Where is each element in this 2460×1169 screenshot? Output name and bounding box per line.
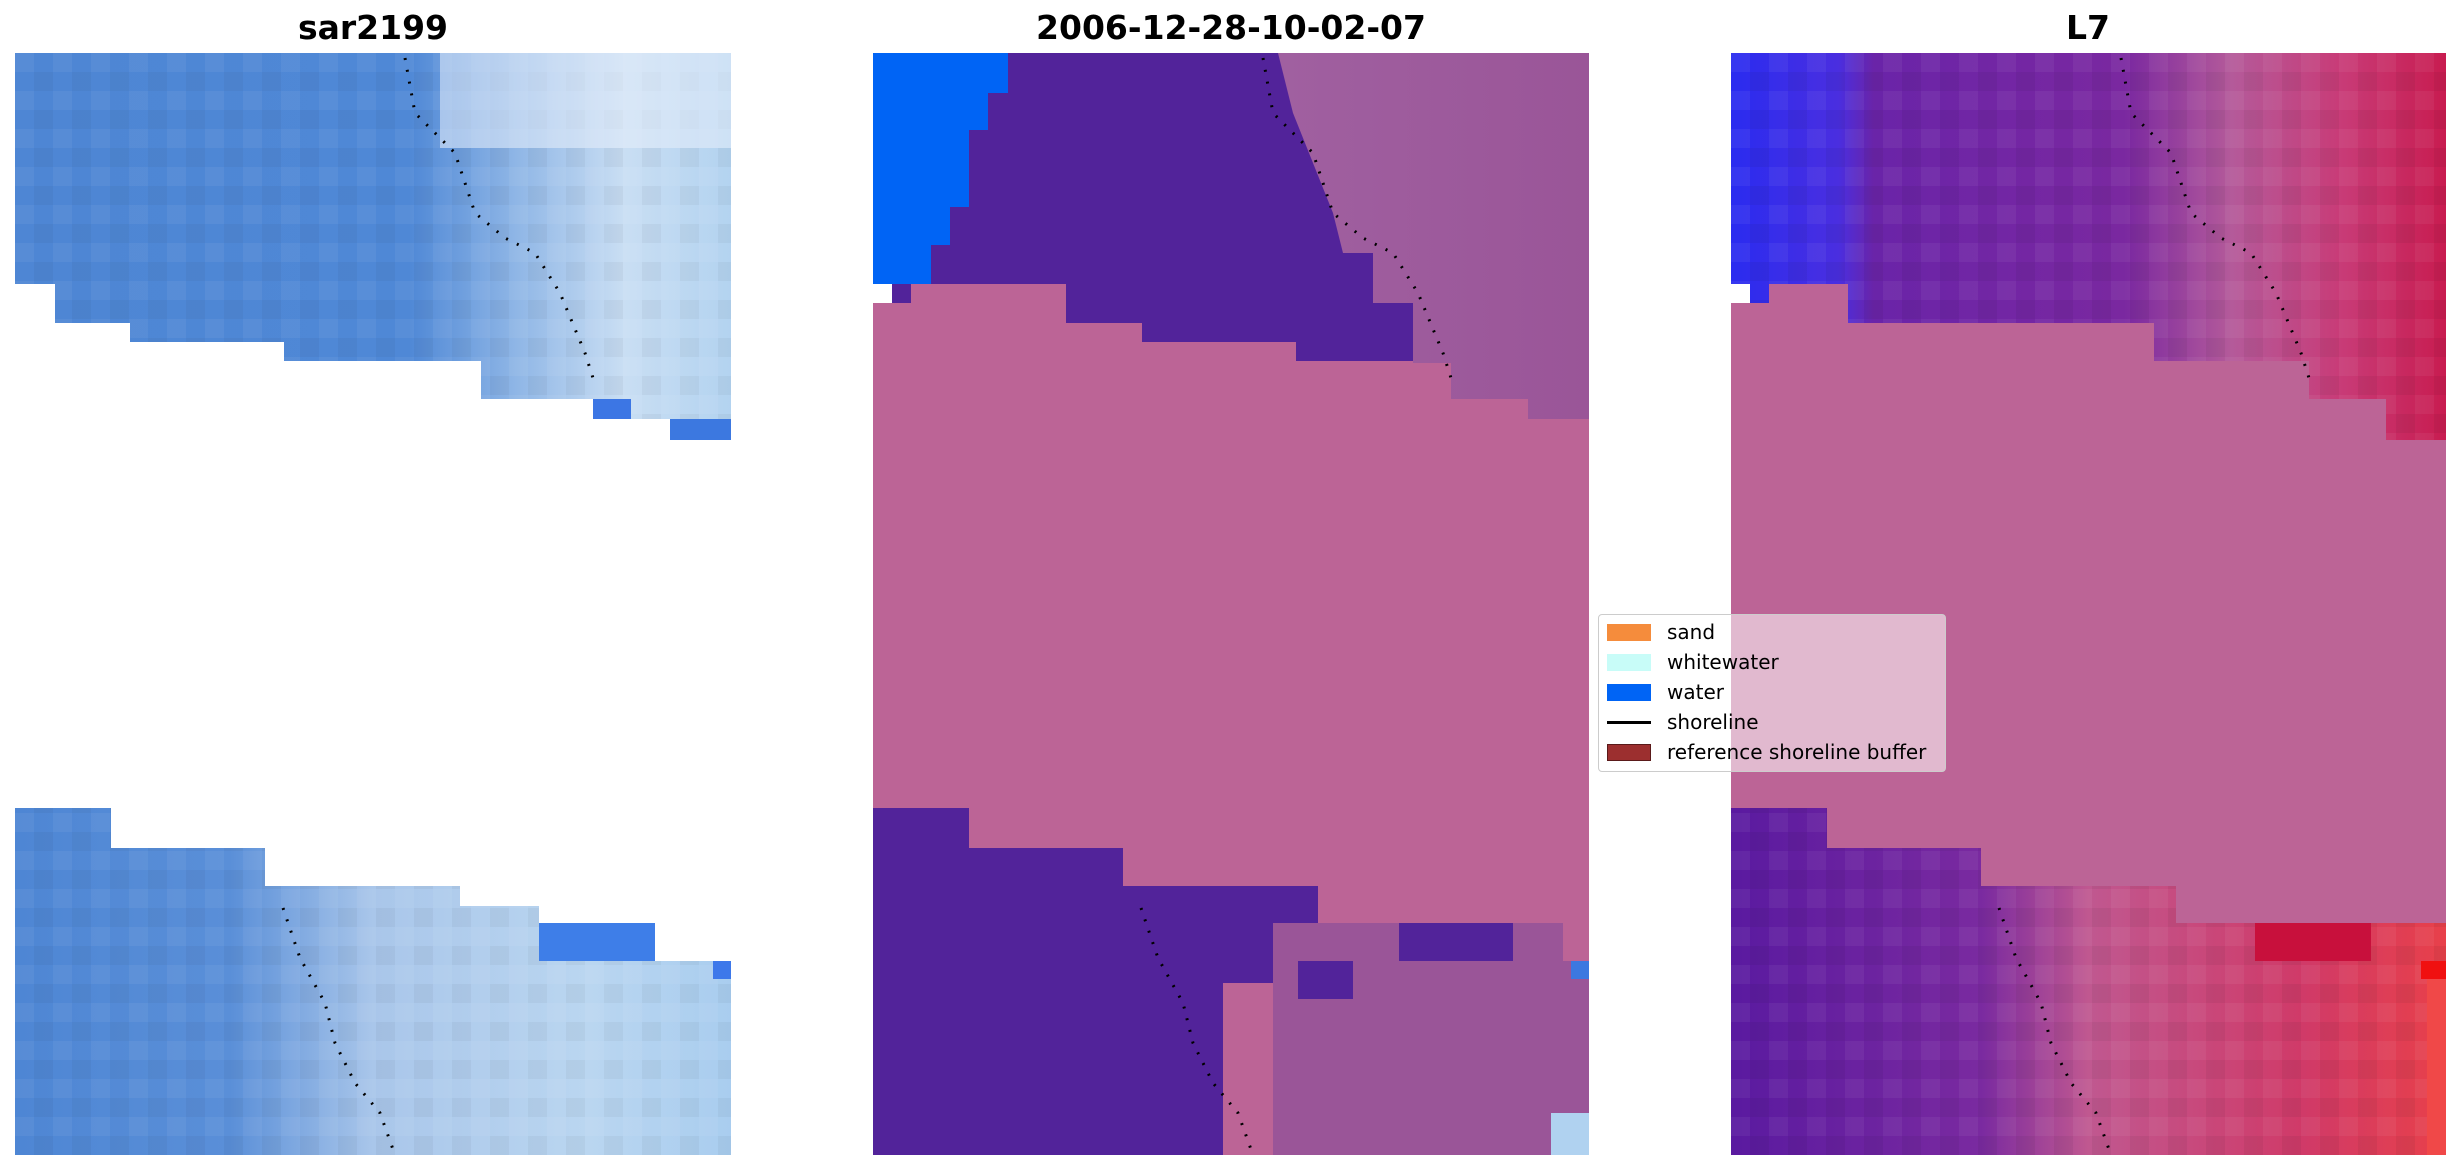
legend-item-water: water	[1607, 679, 1724, 705]
legend-label: sand	[1667, 620, 1716, 644]
legend-label: whitewater	[1667, 650, 1779, 674]
sand-swatch	[1607, 623, 1651, 641]
shoreline-bottom-1	[281, 907, 397, 1155]
water-swatch	[1607, 683, 1651, 701]
legend-item-sand: sand	[1607, 619, 1715, 645]
index-image-panel	[1731, 53, 2446, 1155]
legend-label: reference shoreline buffer	[1667, 740, 1927, 764]
legend-label: shoreline	[1667, 710, 1759, 734]
panel-title-classified: 2006-12-28-10-02-07	[1036, 8, 1426, 47]
panel-title-rgb: sar2199	[297, 8, 449, 47]
shoreline-bottom-2	[1139, 907, 1255, 1155]
legend-label: water	[1667, 680, 1724, 704]
legend-item-reference-buffer: reference shoreline buffer	[1607, 739, 1926, 765]
index-image	[1731, 53, 2446, 1155]
rgb-image-panel	[15, 53, 731, 1155]
classified-image-panel	[873, 53, 1589, 1155]
whitewater-swatch	[1607, 653, 1651, 671]
legend-item-whitewater: whitewater	[1607, 649, 1779, 675]
classified-image	[873, 53, 1589, 1155]
rgb-image	[15, 53, 731, 1155]
panel-title-index: L7	[2066, 8, 2110, 47]
legend-item-shoreline: shoreline	[1607, 709, 1759, 735]
buffer-swatch	[1607, 743, 1651, 761]
legend: sand whitewater water shoreline referenc…	[1598, 614, 1946, 772]
shoreline-line-swatch	[1607, 720, 1651, 724]
shoreline-bottom-3	[1997, 907, 2113, 1155]
